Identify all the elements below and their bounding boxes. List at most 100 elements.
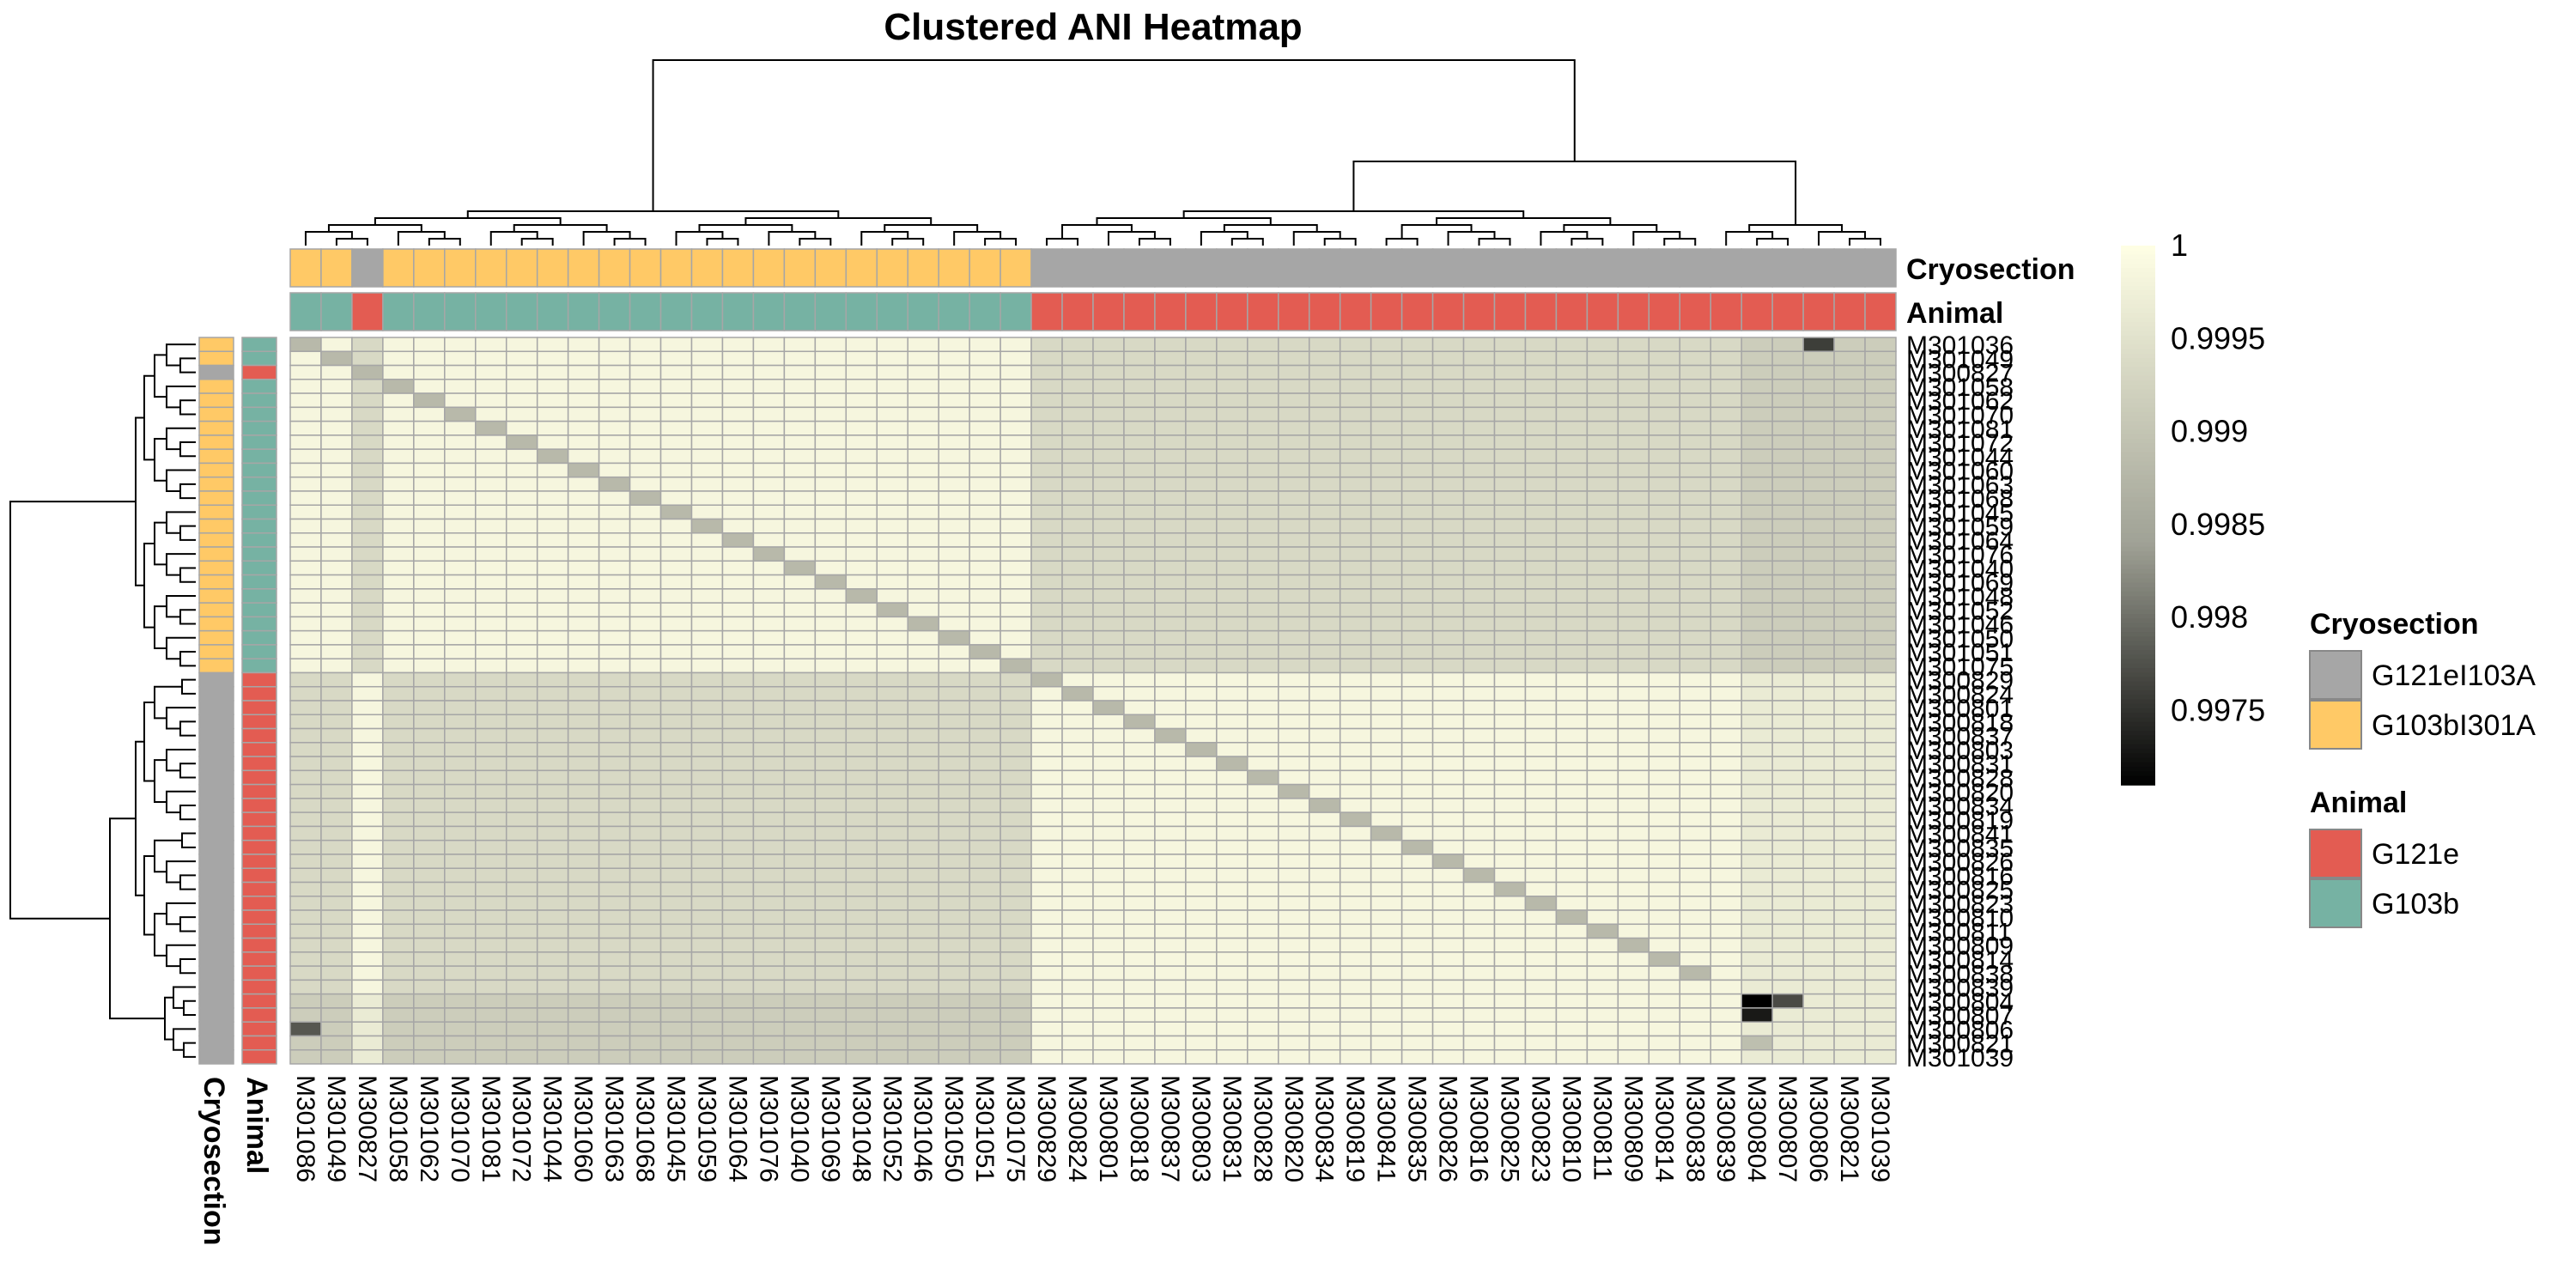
heatmap-cell <box>1400 881 1434 897</box>
heatmap-cell <box>320 811 353 828</box>
cryosection-annotation-cell <box>814 248 848 288</box>
heatmap-cell <box>1555 406 1589 422</box>
heatmap-cell <box>320 629 353 646</box>
heatmap-cell <box>1308 783 1341 799</box>
heatmap-cell <box>289 560 322 576</box>
heatmap-cell <box>845 756 878 772</box>
heatmap-cell <box>1247 909 1279 926</box>
colorbar-tick-label: 0.9975 <box>2171 692 2265 727</box>
heatmap-cell <box>1741 629 1773 646</box>
animal-annotation-cell <box>241 560 277 576</box>
heatmap-cell <box>1493 504 1527 520</box>
heatmap-cell <box>1524 420 1558 436</box>
heatmap-cell <box>475 644 507 659</box>
heatmap-cell <box>1092 518 1125 534</box>
heatmap-cell <box>690 965 724 981</box>
heatmap-cell <box>1462 602 1496 618</box>
heatmap-cell <box>752 951 786 967</box>
heatmap-cell <box>1864 658 1897 674</box>
heatmap-cell <box>1586 742 1619 757</box>
heatmap-cell <box>444 532 477 548</box>
cryosection-annotation-cell <box>198 951 234 967</box>
heatmap-cell <box>1185 518 1218 534</box>
heatmap-cell <box>1802 769 1835 786</box>
heatmap-cell <box>289 783 322 799</box>
heatmap-cell <box>1061 896 1094 911</box>
heatmap-cell <box>1524 392 1558 409</box>
heatmap-cell <box>1431 756 1465 772</box>
heatmap-cell <box>320 392 353 409</box>
colorbar-segment <box>2121 483 2155 489</box>
heatmap-cell <box>1092 951 1125 967</box>
heatmap-cell <box>351 769 384 786</box>
animal-annotation-cell <box>241 546 277 562</box>
heatmap-cell <box>1154 783 1187 799</box>
heatmap-cell <box>938 602 970 618</box>
heatmap-cell <box>907 951 939 967</box>
heatmap-cell <box>1617 434 1650 450</box>
heatmap-cell <box>1339 448 1372 465</box>
heatmap-cell <box>1586 392 1619 409</box>
heatmap-cell <box>1061 909 1094 926</box>
heatmap-cell <box>1431 462 1465 478</box>
heatmap-cell <box>1833 504 1866 520</box>
heatmap-cell <box>1524 854 1558 869</box>
heatmap-cell <box>814 742 848 757</box>
heatmap-cell <box>567 1048 600 1065</box>
heatmap-cell <box>1092 406 1125 422</box>
heatmap-cell <box>783 392 817 409</box>
heatmap-cell <box>690 839 724 855</box>
animal-annotation-cell <box>241 588 277 604</box>
row-label: M300838 <box>1906 960 2014 988</box>
animal-annotation-cell <box>241 574 277 590</box>
heatmap-cell <box>1339 854 1372 869</box>
animal-annotation-cell <box>241 448 277 465</box>
heatmap-cell <box>567 1035 600 1051</box>
heatmap-cell <box>1710 546 1742 562</box>
heatmap-cell <box>1370 644 1403 659</box>
heatmap-cell <box>1555 462 1589 478</box>
heatmap-cell <box>1555 574 1589 590</box>
heatmap-cell <box>1617 1021 1650 1037</box>
animal-annotation-cell <box>752 292 786 331</box>
heatmap-cell <box>1555 1007 1589 1023</box>
heatmap-cell <box>1555 896 1589 911</box>
heatmap-cell <box>721 644 755 659</box>
heatmap-cell <box>536 490 569 506</box>
cryosection-annotation-cell <box>1741 248 1773 288</box>
heatmap-cell <box>505 406 538 422</box>
cryosection-annotation-cell <box>198 727 234 744</box>
heatmap-cell <box>1431 867 1465 884</box>
heatmap-cell <box>783 769 817 786</box>
heatmap-cell <box>969 881 1001 897</box>
column-label: M300834 <box>1310 1075 1339 1182</box>
heatmap-cell <box>1339 1007 1372 1023</box>
heatmap-cell <box>1061 392 1094 409</box>
heatmap-cell <box>1586 560 1619 576</box>
heatmap-cell <box>444 658 477 674</box>
heatmap-cell <box>1833 909 1866 926</box>
heatmap-cell <box>969 909 1001 926</box>
cryosection-annotation-cell <box>198 364 234 380</box>
heatmap-cell <box>320 909 353 926</box>
heatmap-cell <box>1061 727 1094 744</box>
heatmap-cell <box>1278 798 1310 813</box>
heatmap-cell <box>598 909 631 926</box>
column-label: M300826 <box>1434 1075 1462 1182</box>
heatmap-cell <box>1864 783 1897 799</box>
heatmap-cell <box>845 825 878 841</box>
heatmap-cell <box>1679 951 1711 967</box>
heatmap-cell <box>1648 629 1681 646</box>
heatmap-cell <box>1030 518 1063 534</box>
heatmap-cell <box>659 448 693 465</box>
animal-annotation-cell <box>1278 292 1310 331</box>
heatmap-cell <box>1833 825 1866 841</box>
row-label: M301048 <box>1906 583 2014 611</box>
heatmap-cell <box>1586 671 1619 688</box>
heatmap-cell <box>999 965 1032 981</box>
heatmap-cell <box>783 965 817 981</box>
heatmap-cell <box>1555 671 1589 688</box>
heatmap-cell <box>659 727 693 744</box>
heatmap-cell <box>1154 839 1187 855</box>
heatmap-cell <box>1400 896 1434 911</box>
